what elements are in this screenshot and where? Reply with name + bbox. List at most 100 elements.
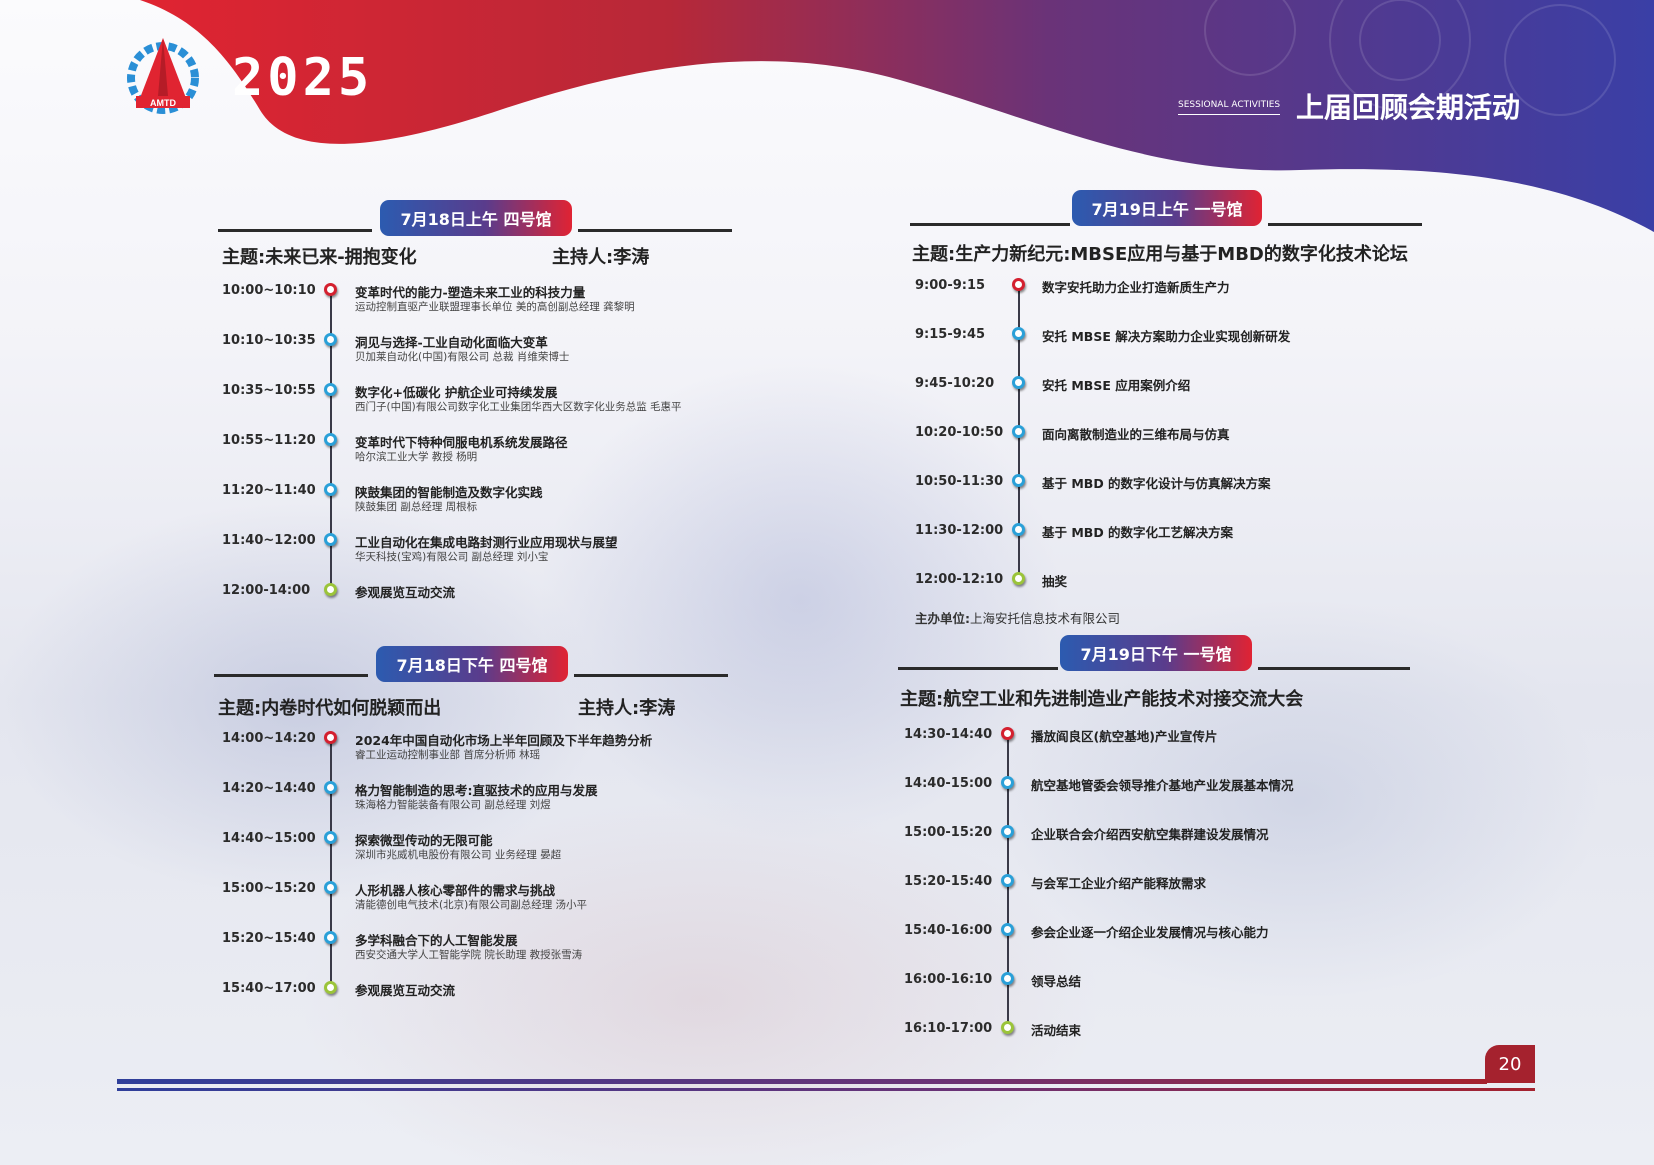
item-speaker: 哈尔滨工业大学 教授 杨明 bbox=[355, 451, 478, 463]
timeline-dot-icon bbox=[1001, 923, 1014, 936]
timeline-dot-icon bbox=[1012, 474, 1025, 487]
item-time: 10:20-10:50 bbox=[915, 425, 1004, 440]
item-title: 与会军工企业介绍产能释放需求 bbox=[1031, 876, 1207, 891]
item-time: 12:00-12:10 bbox=[915, 572, 1004, 587]
item-title: 工业自动化在集成电路封测行业应用现状与展望 bbox=[355, 535, 618, 550]
footer-rule-thin bbox=[117, 1088, 1535, 1091]
item-title: 领导总结 bbox=[1031, 974, 1082, 989]
timeline-dot-icon bbox=[324, 781, 337, 794]
item-title: 变革时代下特种伺服电机系统发展路径 bbox=[355, 435, 568, 450]
item-title: 参会企业逐一介绍企业发展情况与核心能力 bbox=[1031, 925, 1269, 940]
session-date-badge: 7月18日上午 四号馆 bbox=[380, 200, 572, 236]
timeline-dot-icon bbox=[1012, 425, 1025, 438]
item-title: 数字安托助力企业打造新质生产力 bbox=[1042, 280, 1230, 295]
item-time: 11:40~12:00 bbox=[222, 533, 316, 548]
timeline-dot-icon bbox=[324, 583, 337, 596]
divider-right bbox=[574, 674, 728, 677]
item-title: 参观展览互动交流 bbox=[355, 585, 456, 600]
item-time: 9:15-9:45 bbox=[915, 327, 986, 342]
item-time: 14:00~14:20 bbox=[222, 731, 316, 746]
session-date-badge: 7月19日下午 一号馆 bbox=[1060, 635, 1252, 671]
item-time: 14:30-14:40 bbox=[904, 727, 993, 742]
session-date-badge: 7月19日上午 一号馆 bbox=[1072, 190, 1262, 226]
item-time: 11:30-12:00 bbox=[915, 523, 1004, 538]
session-theme: 主题:未来已来-拥抱变化 bbox=[222, 247, 417, 268]
sponsor-label: 主办单位: bbox=[915, 611, 970, 626]
item-title: 企业联合会介绍西安航空集群建设发展情况 bbox=[1031, 827, 1269, 842]
session-host: 主持人:李涛 bbox=[552, 247, 650, 268]
item-title: 抽奖 bbox=[1042, 574, 1068, 589]
timeline-dot-icon bbox=[1012, 376, 1025, 389]
item-title: 活动结束 bbox=[1031, 1023, 1082, 1038]
item-time: 16:00-16:10 bbox=[904, 972, 993, 987]
divider-right bbox=[578, 229, 732, 232]
divider-left bbox=[898, 667, 1058, 670]
divider-right bbox=[1258, 667, 1410, 670]
timeline-dot-icon bbox=[1001, 727, 1014, 740]
timeline-dot-icon bbox=[1001, 776, 1014, 789]
timeline-dot-icon bbox=[1001, 1021, 1014, 1034]
timeline-dot-icon bbox=[324, 881, 337, 894]
footer-rule bbox=[117, 1079, 1487, 1084]
item-speaker: 深圳市兆威机电股份有限公司 业务经理 晏超 bbox=[355, 849, 562, 861]
divider-left bbox=[910, 223, 1070, 226]
item-title: 播放阎良区(航空基地)产业宣传片 bbox=[1031, 729, 1218, 744]
item-title: 基于 MBD 的数字化工艺解决方案 bbox=[1042, 525, 1234, 540]
timeline-dot-icon bbox=[1012, 327, 1025, 340]
item-time: 15:00~15:20 bbox=[222, 881, 316, 896]
item-title: 多学科融合下的人工智能发展 bbox=[355, 933, 518, 948]
timeline-dot-icon bbox=[324, 731, 337, 744]
item-speaker: 睿工业运动控制事业部 首席分析师 林瑶 bbox=[355, 749, 541, 761]
section-title-en: SESSIONAL ACTIVITIES bbox=[1178, 100, 1281, 115]
item-time: 15:00-15:20 bbox=[904, 825, 993, 840]
divider-right bbox=[1268, 223, 1422, 226]
item-time: 15:40~17:00 bbox=[222, 981, 316, 996]
divider-left bbox=[218, 229, 372, 232]
session-theme: 主题:航空工业和先进制造业产能技术对接交流大会 bbox=[900, 689, 1304, 710]
timeline-dot-icon bbox=[324, 383, 337, 396]
item-time: 14:40-15:00 bbox=[904, 776, 993, 791]
timeline-dot-icon bbox=[1012, 572, 1025, 585]
item-title: 陕鼓集团的智能制造及数字化实践 bbox=[355, 485, 543, 500]
item-speaker: 珠海格力智能装备有限公司 副总经理 刘煜 bbox=[355, 799, 551, 811]
item-time: 10:55~11:20 bbox=[222, 433, 316, 448]
item-title: 探索微型传动的无限可能 bbox=[355, 833, 493, 848]
item-speaker: 西门子(中国)有限公司数字化工业集团华西大区数字化业务总监 毛惠平 bbox=[355, 401, 682, 413]
item-title: 安托 MBSE 应用案例介绍 bbox=[1042, 378, 1191, 393]
item-title: 2024年中国自动化市场上半年回顾及下半年趋势分析 bbox=[355, 733, 653, 748]
year-title: 2025 bbox=[232, 48, 374, 108]
item-speaker: 贝加莱自动化(中国)有限公司 总裁 肖维荣博士 bbox=[355, 351, 570, 363]
item-title: 基于 MBD 的数字化设计与仿真解决方案 bbox=[1042, 476, 1271, 491]
item-speaker: 运动控制直驱产业联盟理事长单位 美的高创副总经理 龚黎明 bbox=[355, 301, 635, 313]
item-time: 14:40~15:00 bbox=[222, 831, 316, 846]
timeline-dot-icon bbox=[324, 283, 337, 296]
timeline-dot-icon bbox=[1001, 874, 1014, 887]
timeline-dot-icon bbox=[324, 483, 337, 496]
item-title: 洞见与选择-工业自动化面临大变革 bbox=[355, 335, 548, 350]
item-title: 安托 MBSE 解决方案助力企业实现创新研发 bbox=[1042, 329, 1291, 344]
timeline-dot-icon bbox=[1012, 278, 1025, 291]
item-time: 16:10-17:00 bbox=[904, 1021, 993, 1036]
timeline-dot-icon bbox=[1012, 523, 1025, 536]
item-time: 9:00-9:15 bbox=[915, 278, 986, 293]
timeline-dot-icon bbox=[324, 981, 337, 994]
item-speaker: 西安交通大学人工智能学院 院长助理 教授张雪涛 bbox=[355, 949, 583, 961]
item-title: 参观展览互动交流 bbox=[355, 983, 456, 998]
item-title: 人形机器人核心零部件的需求与挑战 bbox=[355, 883, 556, 898]
item-speaker: 清能德创电气技术(北京)有限公司副总经理 汤小平 bbox=[355, 899, 588, 911]
item-time: 12:00-14:00 bbox=[222, 583, 311, 598]
item-time: 9:45-10:20 bbox=[915, 376, 995, 391]
item-time: 14:20~14:40 bbox=[222, 781, 316, 796]
sponsor: 主办单位:上海安托信息技术有限公司 bbox=[915, 608, 1120, 627]
item-title: 格力智能制造的思考:直驱技术的应用与发展 bbox=[355, 783, 598, 798]
item-time: 15:40-16:00 bbox=[904, 923, 993, 938]
timeline-dot-icon bbox=[1001, 972, 1014, 985]
item-time: 10:35~10:55 bbox=[222, 383, 316, 398]
page-number: 20 bbox=[1485, 1045, 1535, 1083]
item-time: 10:00~10:10 bbox=[222, 283, 316, 298]
item-speaker: 陕鼓集团 副总经理 周根标 bbox=[355, 501, 478, 513]
item-time: 10:50-11:30 bbox=[915, 474, 1004, 489]
timeline-dot-icon bbox=[1001, 825, 1014, 838]
item-title: 面向离散制造业的三维布局与仿真 bbox=[1042, 427, 1230, 442]
